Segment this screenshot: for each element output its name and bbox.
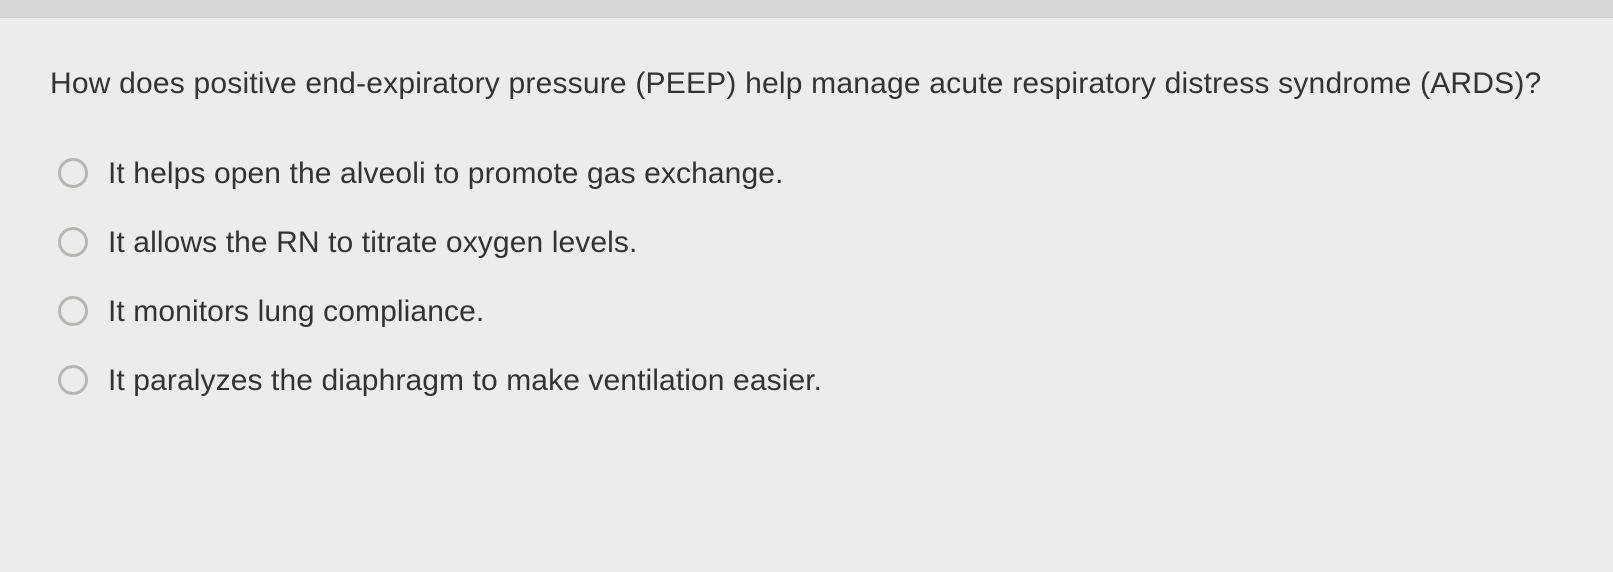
- option-label: It monitors lung compliance.: [108, 292, 484, 331]
- radio-icon[interactable]: [58, 365, 88, 395]
- option-1[interactable]: It allows the RN to titrate oxygen level…: [58, 223, 1563, 262]
- question-block: How does positive end-expiratory pressur…: [0, 18, 1613, 400]
- option-label: It helps open the alveoli to promote gas…: [108, 154, 783, 193]
- radio-icon[interactable]: [58, 227, 88, 257]
- question-text: How does positive end-expiratory pressur…: [50, 62, 1563, 106]
- option-2[interactable]: It monitors lung compliance.: [58, 292, 1563, 331]
- options-list: It helps open the alveoli to promote gas…: [50, 154, 1563, 400]
- option-label: It allows the RN to titrate oxygen level…: [108, 223, 637, 262]
- option-0[interactable]: It helps open the alveoli to promote gas…: [58, 154, 1563, 193]
- radio-icon[interactable]: [58, 296, 88, 326]
- option-label: It paralyzes the diaphragm to make venti…: [108, 361, 822, 400]
- radio-icon[interactable]: [58, 158, 88, 188]
- top-toolbar-strip: [0, 0, 1613, 18]
- option-3[interactable]: It paralyzes the diaphragm to make venti…: [58, 361, 1563, 400]
